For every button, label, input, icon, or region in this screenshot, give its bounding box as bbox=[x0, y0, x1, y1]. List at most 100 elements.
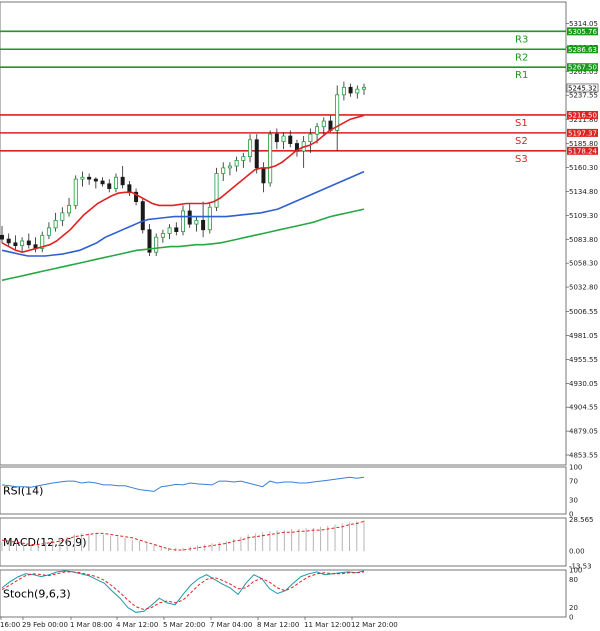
stoch-frame bbox=[0, 569, 567, 618]
time-axis: 16:00 29 Feb 00:00 1 Mar 08:00 4 Mar 12:00 5… bbox=[0, 617, 398, 629]
level-value-box-s3 bbox=[567, 146, 598, 155]
rsi-frame bbox=[0, 466, 567, 515]
level-value-box-s2 bbox=[567, 128, 598, 137]
level-name-s1: S1 bbox=[515, 118, 528, 129]
candle-up bbox=[281, 135, 286, 143]
candle-up bbox=[53, 219, 58, 229]
current-price-box bbox=[566, 83, 599, 93]
price-tick-label: 4904.55 bbox=[569, 404, 598, 412]
candle-up bbox=[46, 227, 51, 236]
current-price-value: 5245.32 bbox=[568, 84, 597, 92]
candle-up bbox=[73, 178, 78, 206]
time-tick-label: 5 Mar 20:00 bbox=[163, 621, 205, 629]
candle-up bbox=[361, 86, 366, 90]
candle-down bbox=[288, 135, 293, 144]
stoch-tick-label: 100 bbox=[569, 567, 582, 575]
candle-down bbox=[26, 240, 31, 246]
level-value-box-r2 bbox=[567, 45, 598, 54]
candle-down bbox=[254, 139, 259, 169]
level-value-box-s1 bbox=[567, 110, 598, 119]
candle-down bbox=[201, 219, 206, 231]
candle-down bbox=[6, 238, 11, 244]
candle-up bbox=[268, 133, 273, 184]
candle-up bbox=[194, 219, 199, 225]
price-tick-label: 5032.80 bbox=[569, 284, 598, 292]
ma-mid-line bbox=[1, 170, 365, 257]
ma-fast-line bbox=[1, 114, 365, 254]
rsi-tick-label: 0 bbox=[569, 511, 573, 519]
price-tick-label: 5211.80 bbox=[569, 116, 598, 124]
macd-tick-label: 28.565 bbox=[569, 516, 594, 524]
level-name-r1: R1 bbox=[515, 70, 528, 81]
stoch-tick-label: 0 bbox=[569, 614, 573, 622]
candle-up bbox=[221, 167, 226, 174]
time-tick-label: 12 Mar 20:00 bbox=[351, 621, 398, 629]
price-tick-label: 5314.05 bbox=[569, 20, 598, 28]
candle-up bbox=[20, 240, 25, 247]
candle-down bbox=[261, 167, 266, 184]
candle-up bbox=[315, 126, 320, 135]
level-name-s2: S2 bbox=[515, 136, 528, 147]
price-tick-label: 5109.30 bbox=[569, 212, 598, 220]
candle-down bbox=[93, 178, 98, 182]
time-tick-label: 11 Mar 12:00 bbox=[304, 621, 351, 629]
candle-up bbox=[67, 204, 72, 214]
price-panel-frame bbox=[0, 1, 567, 466]
price-tick-label: 5134.80 bbox=[569, 188, 598, 196]
candle-down bbox=[274, 133, 279, 143]
price-tick-label: 4853.55 bbox=[569, 451, 598, 459]
candle-up bbox=[60, 212, 65, 221]
candle-up bbox=[40, 234, 45, 249]
price-tick-label: 5185.80 bbox=[569, 140, 598, 148]
price-tick-label: 4981.05 bbox=[569, 332, 598, 340]
candle-up bbox=[308, 133, 313, 143]
macd-tick-label: 0.00 bbox=[569, 548, 585, 556]
price-tick-label: 4930.05 bbox=[569, 380, 598, 388]
time-tick-label: 29 Feb 00:00 bbox=[22, 621, 68, 629]
price-tick-label: 5160.30 bbox=[569, 164, 598, 172]
candle-up bbox=[167, 227, 172, 234]
price-tick-label: 4955.55 bbox=[569, 356, 598, 364]
ma-slow-line bbox=[1, 208, 365, 282]
time-tick-label: 16:00 bbox=[0, 621, 20, 629]
candle-up bbox=[355, 88, 360, 94]
candle-down bbox=[100, 180, 105, 185]
candle-up bbox=[335, 94, 340, 131]
rsi-panel: 100 70 30 0 RSI(14) bbox=[0, 464, 582, 519]
candle-down bbox=[140, 201, 145, 231]
candle-up bbox=[154, 236, 159, 253]
level-name-r3: R3 bbox=[515, 34, 528, 45]
candle-up bbox=[341, 86, 346, 96]
rsi-line bbox=[1, 476, 365, 492]
candle-down bbox=[107, 183, 112, 189]
candle-down bbox=[348, 86, 353, 94]
level-name-r2: R2 bbox=[515, 52, 528, 63]
price-panel: 5314.055288.555263.055237.555211.805185.… bbox=[0, 1, 599, 466]
level-value-box-r3 bbox=[567, 27, 598, 36]
time-tick-label: 4 Mar 12:00 bbox=[116, 621, 158, 629]
candle-up bbox=[160, 233, 165, 238]
stoch-tick-label: 80 bbox=[569, 576, 578, 584]
macd-tick-label: -13.53 bbox=[569, 563, 592, 571]
rsi-tick-label: 30 bbox=[569, 496, 578, 504]
candle-down bbox=[0, 234, 4, 240]
level-value-r3: 5305.76 bbox=[568, 28, 597, 36]
candle-down bbox=[187, 210, 192, 225]
price-tick-label: 5006.55 bbox=[569, 308, 598, 316]
macd-frame bbox=[0, 517, 567, 567]
candle-up bbox=[321, 120, 326, 128]
price-tick-label: 4879.05 bbox=[569, 428, 598, 436]
rsi-tick-label: 70 bbox=[569, 478, 578, 486]
candle-down bbox=[13, 242, 18, 247]
candle-up bbox=[214, 173, 219, 208]
level-value-r1: 5267.50 bbox=[568, 64, 597, 72]
stoch-d-line bbox=[1, 571, 365, 611]
candle-up bbox=[207, 206, 212, 231]
price-tick-label: 5237.55 bbox=[569, 92, 598, 100]
time-tick-label: 8 Mar 12:00 bbox=[257, 621, 299, 629]
stoch-k-line bbox=[1, 570, 365, 613]
candle-up bbox=[180, 210, 185, 232]
candle-up bbox=[248, 139, 253, 158]
